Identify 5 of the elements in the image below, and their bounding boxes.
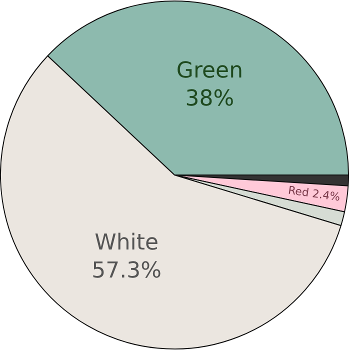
slice-label: Green bbox=[176, 58, 244, 84]
slice-label: White bbox=[94, 230, 159, 256]
data-label: 57.3% bbox=[92, 258, 162, 284]
data-label: 38% bbox=[185, 86, 234, 112]
slice-label: Red 2.4% bbox=[287, 184, 341, 204]
